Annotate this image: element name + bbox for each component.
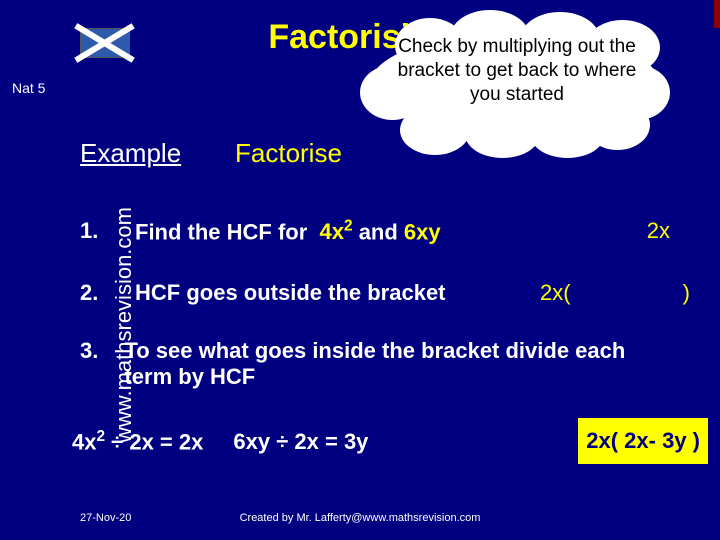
- step-number: 1.: [80, 218, 135, 245]
- final-answer: 2x( 2x- 3y ): [578, 418, 708, 464]
- callout-text: Check by multiplying out the bracket to …: [382, 35, 652, 106]
- level-label: Nat 5: [12, 80, 45, 96]
- step-2: 2. HCF goes outside the bracket: [80, 280, 446, 306]
- decorative-bar: [714, 0, 720, 28]
- step-body: HCF goes outside the bracket: [135, 280, 446, 306]
- step-body: To see what goes inside the bracket divi…: [124, 338, 640, 390]
- step-3: 3. To see what goes inside the bracket d…: [80, 338, 640, 390]
- callout-cloud: Check by multiplying out the bracket to …: [350, 10, 680, 160]
- footer-date: 27-Nov-20: [80, 512, 131, 524]
- slide: Factorising Nat 5 www.mathsrevision.com …: [0, 0, 720, 540]
- step-1: 1. Find the HCF for 4x2 and 6xy: [80, 218, 441, 245]
- flag-icon: [80, 28, 130, 58]
- step-2-answer-open: 2x(: [540, 280, 571, 306]
- working-right: 6xy ÷ 2x = 3y: [233, 429, 368, 455]
- footer-credit: Created by Mr. Lafferty@www.mathsrevisio…: [240, 512, 481, 524]
- factorise-expression: Factorise: [235, 138, 342, 169]
- factorise-prefix: Factorise: [235, 138, 342, 168]
- workings-row: 4x2 ÷ 2x = 2x 6xy ÷ 2x = 3y: [72, 428, 368, 455]
- sidebar-url-container: www.mathsrevision.com: [6, 135, 242, 515]
- step-body: Find the HCF for 4x2 and 6xy: [135, 218, 441, 245]
- step-number: 3.: [80, 338, 124, 390]
- working-left: 4x2 ÷ 2x = 2x: [72, 428, 203, 455]
- step-2-answer-close: ): [683, 280, 690, 306]
- example-heading: Example: [80, 138, 181, 169]
- step-1-answer: 2x: [647, 218, 670, 244]
- step-number: 2.: [80, 280, 135, 306]
